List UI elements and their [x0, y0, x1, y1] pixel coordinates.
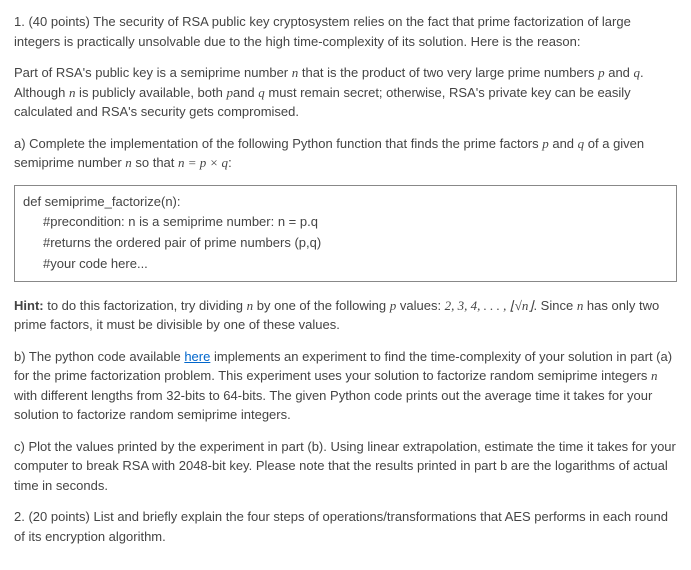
var-n: n [651, 368, 658, 383]
text: and [605, 65, 634, 80]
hint-vals: 2, 3, 4, . . . , ⌊√n⌋ [445, 298, 534, 313]
code-line-3: #returns the ordered pair of prime numbe… [23, 233, 668, 254]
text: and [233, 85, 258, 100]
text: values: [396, 298, 444, 313]
eq: n = p × q [178, 155, 228, 170]
code-box: def semiprime_factorize(n): #preconditio… [14, 185, 677, 282]
code-line-2: #precondition: n is a semiprime number: … [23, 212, 668, 233]
here-link[interactable]: here [184, 349, 210, 364]
hint-label: Hint: [14, 298, 44, 313]
text: with different lengths from 32-bits to 6… [14, 388, 652, 423]
code-line-4: #your code here... [23, 254, 668, 275]
q2: 2. (20 points) List and briefly explain … [14, 507, 677, 546]
text: b) The python code available [14, 349, 184, 364]
code-line-1: def semiprime_factorize(n): [23, 192, 668, 213]
q1-part-c: c) Plot the values printed by the experi… [14, 437, 677, 496]
text: Part of RSA's public key is a semiprime … [14, 65, 292, 80]
text: that is the product of two very large pr… [298, 65, 598, 80]
text: . Since [533, 298, 576, 313]
text: so that [132, 155, 178, 170]
text: a) Complete the implementation of the fo… [14, 136, 542, 151]
text: is publicly available, both [75, 85, 226, 100]
text: to do this factorization, try dividing [44, 298, 247, 313]
q1-part-a: a) Complete the implementation of the fo… [14, 134, 677, 173]
q1-hint: Hint: to do this factorization, try divi… [14, 296, 677, 335]
text: by one of the following [253, 298, 390, 313]
q1-part-b: b) The python code available here implem… [14, 347, 677, 425]
q1-intro: 1. (40 points) The security of RSA publi… [14, 12, 677, 51]
text: : [228, 155, 232, 170]
text: and [549, 136, 578, 151]
q1-para2: Part of RSA's public key is a semiprime … [14, 63, 677, 122]
